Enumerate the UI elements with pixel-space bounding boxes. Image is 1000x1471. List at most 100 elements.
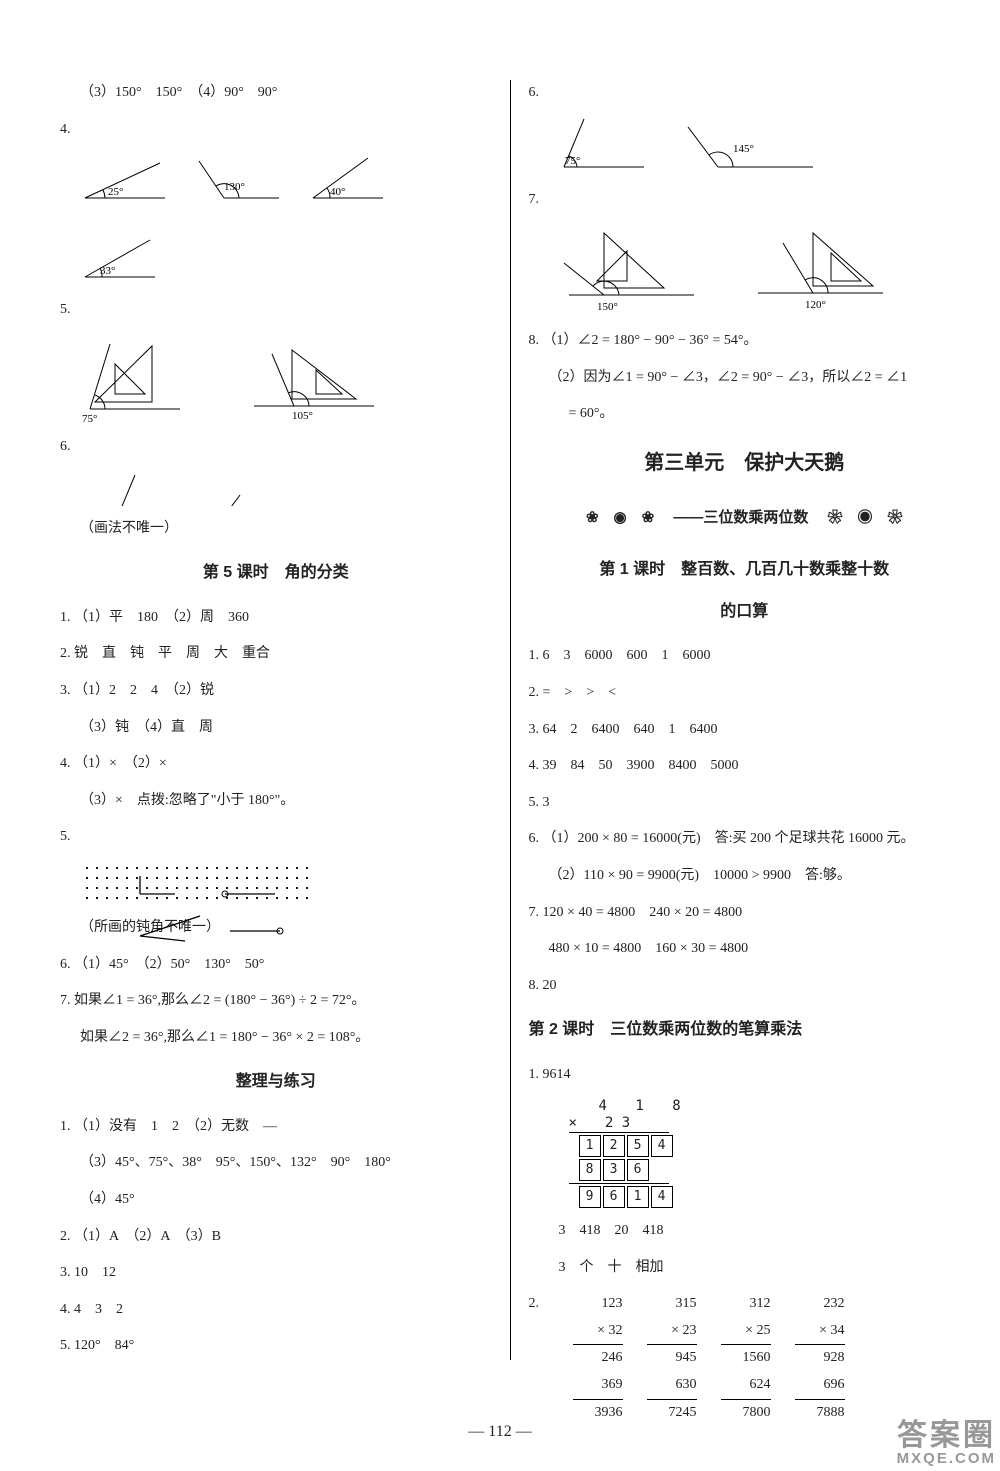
q4: 4. [60,117,492,144]
page-number: — 112 — [0,1423,1000,1441]
box: 9 [579,1186,601,1208]
label: 130° [224,181,245,193]
q4-num: 4. [60,117,78,144]
p4a: 4. （1）× （2）× [60,751,492,778]
p8c: = 60°。 [569,401,961,428]
angle-130: 130° [194,153,284,208]
q5-figures: 75° 105° [80,334,492,424]
lesson5-title: 第 5 课时 角的分类 [60,558,492,588]
unit-deco-left: ❀ ◉ ❀ [586,509,669,526]
rq6-figures: 75° 145° [549,117,961,177]
right-column: 6. 75° 145° 7. [529,80,961,1360]
rq7-figures: 150° 120° [549,223,961,318]
label: 25° [108,186,123,198]
p2: 2. 锐 直 钝 平 周 大 重合 [60,641,492,668]
q6-figure: 80° 135° A B [80,470,280,505]
columns: （3）150° 150° （4）90° 90° 4. 25° 130° [60,80,960,1360]
label: 75° [565,155,580,167]
q5-num: 5. [60,297,78,324]
grid-top1: 4 1 8 [599,1098,961,1115]
angle-40: 40° [308,153,388,208]
watermark: 答案圈 MXQE.COM [897,1420,996,1467]
m3: 3. 64 2 6400 640 1 6400 [529,717,961,744]
m2: 2. = > > < [529,680,961,707]
r1c: （4）45° [80,1187,492,1214]
watermark-main: 答案圈 [897,1420,996,1452]
dot-grid [80,861,310,905]
triangles-75: 75° [80,334,210,424]
mult-grid: 4 1 8 × 2 3 1 2 5 4 8 3 6 9 6 1 [569,1098,961,1208]
p8a: 8. （1）∠2 = 180° − 90° − 36° = 54°。 [529,328,961,355]
box: 6 [627,1159,649,1181]
triangles-120: 120° [733,223,893,318]
unit-title: 第三单元 保护大天鹅 [529,444,961,482]
line-3: （3）150° 150° （4）90° 90° [80,80,492,107]
page: （3）150° 150° （4）90° 90° 4. 25° 130° [0,0,1000,1471]
m7a: 7. 120 × 40 = 4800 240 × 20 = 4800 [529,900,961,927]
rq7: 7. [529,187,961,214]
r4: 4. 4 3 2 [60,1297,492,1324]
label: 120° [805,299,826,311]
rq6: 6. [529,80,961,107]
q5: 5. [60,297,492,324]
p3a: 3. （1）2 2 4 （2）锐 [60,678,492,705]
box: 3 [603,1159,625,1181]
q6-note: （画法不唯一） [80,516,492,543]
label: 145° [733,143,754,155]
q5-grid: 5. [60,824,492,851]
m6b: （2）110 × 90 = 9900(元) 10000 > 9900 答:够。 [549,863,961,890]
unit-deco-right: ❀ ◉ ❀ [813,509,903,526]
m8: 8. 20 [529,973,961,1000]
q55-num: 5. [60,824,78,851]
box: 2 [603,1135,625,1157]
rq6-num: 6. [529,80,547,107]
triangles-150: 150° [549,223,709,318]
n-extra1: 3 418 20 418 [559,1218,961,1245]
r3: 3. 10 12 [60,1260,492,1287]
review-title: 整理与练习 [60,1067,492,1097]
box: 1 [627,1186,649,1208]
n1: 1. 9614 [529,1062,961,1089]
grid-r2: 8 3 6 [579,1159,961,1181]
box: 5 [627,1135,649,1157]
unit-sub: ❀ ◉ ❀ ——三位数乘两位数 ❀ ◉ ❀ [529,504,961,533]
box: 8 [579,1159,601,1181]
q4-figures: 25° 130° 40° 33° [80,153,492,287]
column-divider [510,80,511,1360]
mult-col: 312× 2515606247800 [721,1291,771,1426]
left-column: （3）150° 150° （4）90° 90° 4. 25° 130° [60,80,492,1360]
mult-col: 315× 239456307245 [647,1291,697,1426]
dot-grid-lines [80,861,310,961]
grid-r3: 9 6 1 4 [579,1186,961,1208]
angle-r75: 75° [549,117,659,177]
r2: 2. （1）A （2）A （3）B [60,1224,492,1251]
m6a: 6. （1）200 × 80 = 16000(元) 答:买 200 个足球共花 … [529,826,961,853]
q6-left: 6. [60,434,492,461]
grid-r1: 1 2 5 4 [579,1135,961,1157]
label: 75° [82,413,97,424]
n2: 2. 123× 322463693936315× 239456307245312… [529,1291,961,1426]
mult-col: 123× 322463693936 [573,1291,623,1426]
mult-table: 123× 322463693936 315× 239456307245 312× 2… [573,1291,845,1426]
box: 1 [579,1135,601,1157]
mult-col: 232× 349286967888 [795,1291,845,1426]
label: 33° [100,265,115,277]
label: 150° [597,301,618,313]
p4b: （3）× 点拨:忽略了"小于 180°"。 [80,788,492,815]
label: 105° [292,410,313,422]
r1a: 1. （1）没有 1 2 （2）无数 — [60,1114,492,1141]
m5: 5. 3 [529,790,961,817]
n-extra2: 3 个 十 相加 [559,1255,961,1282]
m7b: 480 × 10 = 4800 160 × 30 = 4800 [549,936,961,963]
angle-r145: 145° [683,117,823,177]
p8b: （2）因为∠1 = 90° − ∠3，∠2 = 90° − ∠3，所以∠2 = … [549,365,961,392]
m1: 1. 6 3 6000 600 1 6000 [529,643,961,670]
p7a: 7. 如果∠1 = 36°,那么∠2 = (180° − 36°) ÷ 2 = … [60,988,492,1015]
m4: 4. 39 84 50 3900 8400 5000 [529,753,961,780]
q6-num: 6. [60,434,78,461]
r5: 5. 120° 84° [60,1333,492,1360]
unit-sub-text: ——三位数乘两位数 [673,509,808,526]
triangles-105: 105° [234,334,384,424]
label: 40° [330,186,345,198]
p7b: 如果∠2 = 36°,那么∠1 = 180° − 36° × 2 = 108°。 [80,1025,492,1052]
